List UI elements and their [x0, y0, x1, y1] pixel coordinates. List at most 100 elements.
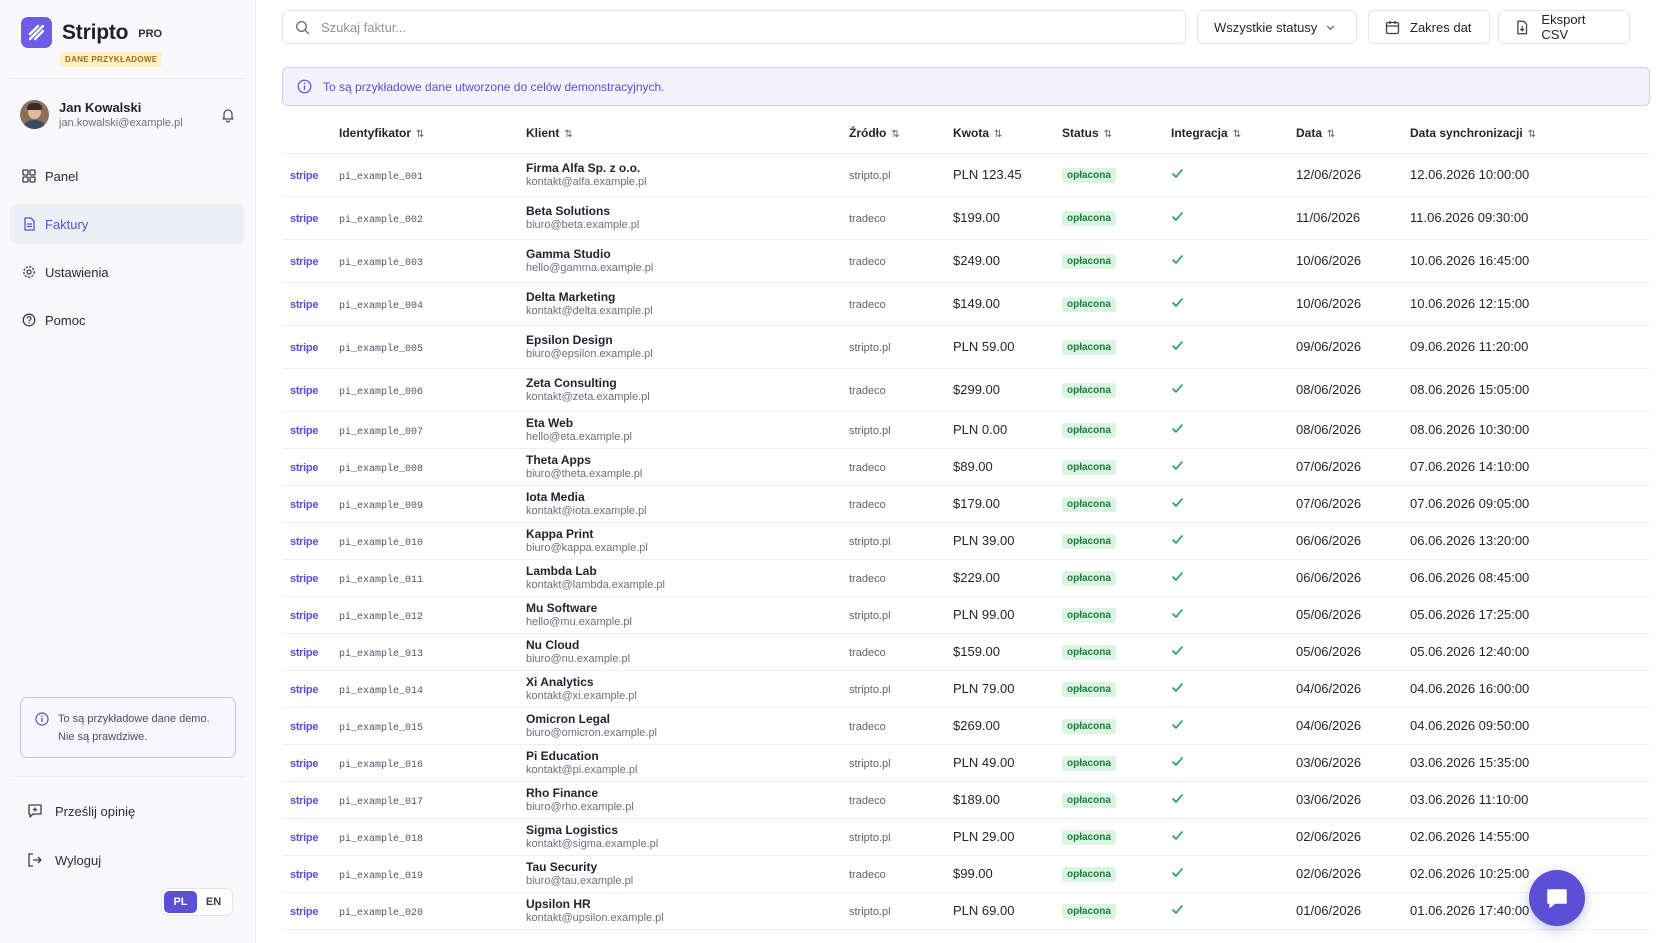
status-filter-label: Wszystkie statusy: [1214, 19, 1318, 35]
payment-id[interactable]: pi_example_010: [339, 537, 424, 549]
payment-id[interactable]: pi_example_019: [339, 870, 424, 882]
column-header-zrodlo[interactable]: Źródło ⇅: [849, 113, 953, 154]
nav-item-faktury[interactable]: Faktury: [10, 204, 244, 244]
column-header-klient[interactable]: Klient ⇅: [526, 113, 849, 154]
column-header-kwota[interactable]: Kwota ⇅: [953, 113, 1062, 154]
table-row[interactable]: stripe pi_example_010 Kappa Print biuro@kap…: [282, 522, 1650, 560]
gear-icon: [23, 266, 35, 278]
nav-item-panel[interactable]: Panel: [10, 156, 244, 196]
logout-link[interactable]: Wyloguj: [27, 852, 101, 868]
search-icon: [295, 20, 310, 34]
payment-id[interactable]: pi_example_007: [339, 426, 424, 438]
check-icon: [1172, 460, 1183, 470]
source: stripto.pl: [849, 684, 891, 696]
table-row[interactable]: stripe pi_example_001 Firma Alfa Sp. z o.o…: [282, 153, 1650, 197]
nav-item-pomoc[interactable]: Pomoc: [10, 300, 244, 340]
payment-id[interactable]: pi_example_014: [339, 685, 424, 697]
sync-date: 04.06.2026 09:50:00: [1410, 718, 1530, 733]
check-icon: [1172, 254, 1183, 264]
source: stripto.pl: [849, 906, 891, 918]
table-row[interactable]: stripe pi_example_016 Pi Education kontakt@…: [282, 744, 1650, 782]
table-row[interactable]: stripe pi_example_005 Epsilon Design biuro@…: [282, 325, 1650, 369]
table-row[interactable]: stripe pi_example_020 Upsilon HR kontakt@up…: [282, 892, 1650, 930]
table-row[interactable]: stripe pi_example_015 Omicron Legal biuro@o…: [282, 707, 1650, 745]
payment-id[interactable]: pi_example_006: [339, 386, 424, 398]
amount: PLN 39.00: [953, 533, 1015, 548]
source: tradeco: [849, 721, 886, 733]
table-row[interactable]: stripe pi_example_004 Delta Marketing konta…: [282, 282, 1650, 326]
bell-icon[interactable]: [220, 107, 236, 123]
source: tradeco: [849, 647, 886, 659]
stripe-provider-label: stripe: [290, 299, 319, 311]
source: tradeco: [849, 869, 886, 881]
table-row[interactable]: stripe pi_example_007 Eta Web hello@eta.exa…: [282, 411, 1650, 449]
sync-date: 06.06.2026 13:20:00: [1410, 533, 1530, 548]
payment-id[interactable]: pi_example_004: [339, 300, 424, 312]
payment-id[interactable]: pi_example_011: [339, 574, 424, 586]
table-row[interactable]: stripe pi_example_012 Mu Software hello@mu.…: [282, 596, 1650, 634]
table-row[interactable]: stripe pi_example_006 Zeta Consulting konta…: [282, 368, 1650, 412]
check-icon: [1172, 168, 1183, 178]
amount: $89.00: [953, 459, 993, 474]
column-header-status[interactable]: Status ⇅: [1062, 113, 1171, 154]
table-row[interactable]: stripe pi_example_013 Nu Cloud biuro@nu.exa…: [282, 633, 1650, 671]
chat-button[interactable]: [1529, 870, 1585, 926]
check-icon: [1172, 534, 1183, 544]
table-row[interactable]: stripe pi_example_002 Beta Solutions biuro@…: [282, 196, 1650, 240]
sync-date: 10.06.2026 12:15:00: [1410, 296, 1530, 311]
payment-id[interactable]: pi_example_008: [339, 463, 424, 475]
sync-date: 12.06.2026 10:00:00: [1410, 167, 1530, 182]
stripe-provider-label: stripe: [290, 573, 319, 585]
column-header-data[interactable]: Data ⇅: [1296, 113, 1410, 154]
lang-pl-button[interactable]: PL: [164, 891, 197, 913]
table-row[interactable]: stripe pi_example_014 Xi Analytics kontakt@…: [282, 670, 1650, 708]
calendar-icon: [1385, 20, 1400, 34]
brand[interactable]: Stripto PRO: [21, 17, 162, 48]
date-range-button[interactable]: Zakres dat: [1368, 10, 1490, 44]
sort-icon: ⇅: [1103, 128, 1113, 140]
table-row[interactable]: stripe pi_example_017 Rho Finance biuro@rho…: [282, 781, 1650, 819]
payment-id[interactable]: pi_example_012: [339, 611, 424, 623]
main-content: Wszystkie statusy Zakres dat Eksport CSV: [256, 0, 1668, 943]
lang-en-button[interactable]: EN: [205, 896, 222, 908]
status-filter-dropdown[interactable]: Wszystkie statusy: [1197, 10, 1357, 44]
payment-id[interactable]: pi_example_016: [339, 759, 424, 771]
client-name: Gamma Studio: [526, 246, 611, 261]
source: tradeco: [849, 256, 886, 268]
table-row[interactable]: stripe pi_example_018 Sigma Logistics konta…: [282, 818, 1650, 856]
logout-label: Wyloguj: [55, 852, 102, 868]
payment-id[interactable]: pi_example_020: [339, 907, 424, 919]
client-email: biuro@beta.example.pl: [526, 218, 640, 231]
column-header-data-synchronizacji[interactable]: Data synchronizacji ⇅: [1410, 113, 1650, 154]
column-header-integracja[interactable]: Integracja ⇅: [1171, 113, 1296, 154]
invoice-date: 04/06/2026: [1296, 681, 1362, 696]
table-row[interactable]: stripe pi_example_009 Iota Media kontakt@io…: [282, 485, 1650, 523]
info-icon: [297, 79, 312, 94]
sort-icon: ⇅: [416, 128, 425, 140]
amount: PLN 0.00: [953, 422, 1008, 437]
column-header-identyfikator[interactable]: Identyfikator ⇅: [339, 113, 526, 154]
table-row[interactable]: stripe pi_example_011 Lambda Lab kontakt@la…: [282, 559, 1650, 597]
payment-id[interactable]: pi_example_018: [339, 833, 424, 845]
payment-id[interactable]: pi_example_003: [339, 257, 424, 269]
export-csv-button[interactable]: Eksport CSV: [1498, 10, 1630, 44]
payment-id[interactable]: pi_example_015: [339, 722, 424, 734]
payment-id[interactable]: pi_example_001: [339, 171, 424, 183]
payment-id[interactable]: pi_example_013: [339, 648, 424, 660]
payment-id[interactable]: pi_example_005: [339, 343, 424, 355]
table-row[interactable]: stripe pi_example_008 Theta Apps biuro@thet…: [282, 448, 1650, 486]
table-row[interactable]: stripe pi_example_003 Gamma Studio hello@ga…: [282, 239, 1650, 283]
search-box[interactable]: [282, 10, 1186, 44]
nav-item-ustawienia[interactable]: Ustawienia: [10, 252, 244, 292]
payment-id[interactable]: pi_example_002: [339, 214, 424, 226]
payment-id[interactable]: pi_example_017: [339, 796, 424, 808]
search-input[interactable]: [321, 19, 1185, 35]
check-icon: [1172, 608, 1183, 618]
client-email: kontakt@iota.example.pl: [526, 504, 647, 517]
client-name: Eta Web: [526, 415, 574, 430]
feedback-link[interactable]: Prześlij opinię: [27, 803, 135, 819]
payment-id[interactable]: pi_example_009: [339, 500, 424, 512]
status-badge: opłacona: [1062, 423, 1116, 438]
table-row[interactable]: stripe pi_example_019 Tau Security biuro@ta…: [282, 855, 1650, 893]
user-profile[interactable]: Jan Kowalski jan.kowalski@example.pl: [20, 100, 236, 129]
